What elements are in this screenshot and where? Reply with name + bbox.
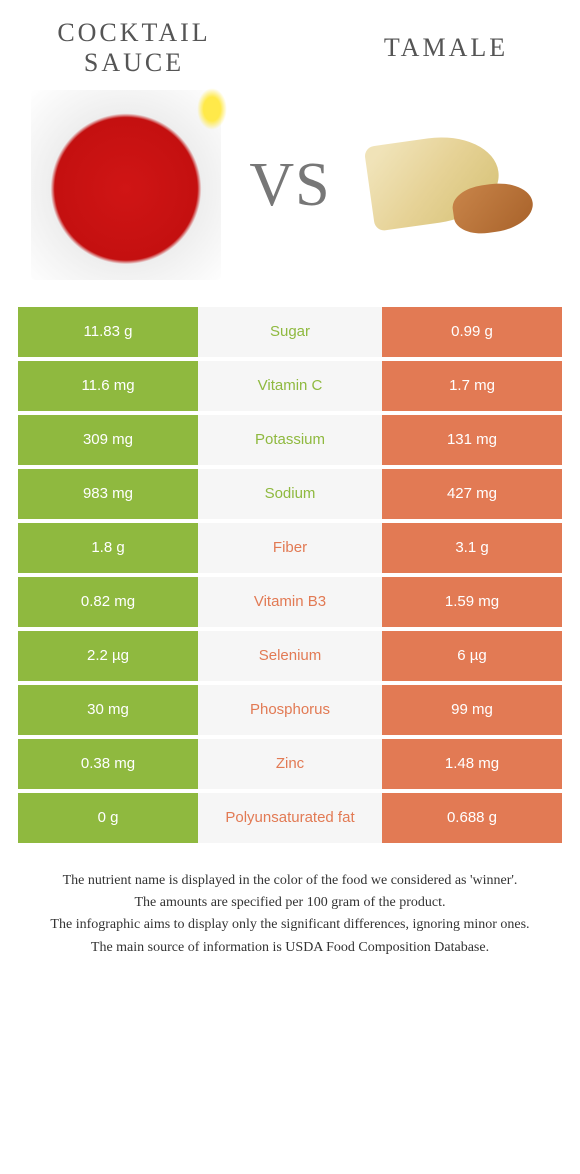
cell-nutrient-label: Polyunsaturated fat xyxy=(198,793,382,843)
cell-left-value: 11.83 g xyxy=(18,307,198,357)
table-row: 11.83 gSugar0.99 g xyxy=(18,307,562,357)
cell-nutrient-label: Sodium xyxy=(198,469,382,519)
table-row: 0 gPolyunsaturated fat0.688 g xyxy=(18,793,562,843)
cell-left-value: 0.38 mg xyxy=(18,739,198,789)
cell-left-value: 0.82 mg xyxy=(18,577,198,627)
cell-left-value: 1.8 g xyxy=(18,523,198,573)
cocktail-sauce-icon xyxy=(31,90,221,280)
cell-nutrient-label: Selenium xyxy=(198,631,382,681)
table-row: 1.8 gFiber3.1 g xyxy=(18,523,562,573)
vs-label: VS xyxy=(249,150,330,221)
cell-right-value: 99 mg xyxy=(382,685,562,735)
title-right: TAMALE xyxy=(330,33,562,63)
cell-right-value: 427 mg xyxy=(382,469,562,519)
table-row: 2.2 µgSelenium6 µg xyxy=(18,631,562,681)
cell-left-value: 983 mg xyxy=(18,469,198,519)
table-row: 11.6 mgVitamin C1.7 mg xyxy=(18,361,562,411)
cell-right-value: 1.59 mg xyxy=(382,577,562,627)
header-titles: COCKTAIL SAUCE TAMALE xyxy=(18,18,562,78)
cell-right-value: 1.7 mg xyxy=(382,361,562,411)
cell-right-value: 1.48 mg xyxy=(382,739,562,789)
footnote-line: The nutrient name is displayed in the co… xyxy=(42,871,538,891)
cell-left-value: 0 g xyxy=(18,793,198,843)
table-row: 309 mgPotassium131 mg xyxy=(18,415,562,465)
footnote-line: The infographic aims to display only the… xyxy=(42,915,538,935)
table-row: 30 mgPhosphorus99 mg xyxy=(18,685,562,735)
food-image-right xyxy=(357,88,552,283)
cell-left-value: 309 mg xyxy=(18,415,198,465)
cell-right-value: 3.1 g xyxy=(382,523,562,573)
table-row: 0.82 mgVitamin B31.59 mg xyxy=(18,577,562,627)
cell-right-value: 6 µg xyxy=(382,631,562,681)
title-left: COCKTAIL SAUCE xyxy=(18,18,250,78)
cell-nutrient-label: Vitamin B3 xyxy=(198,577,382,627)
table-row: 983 mgSodium427 mg xyxy=(18,469,562,519)
cell-nutrient-label: Vitamin C xyxy=(198,361,382,411)
cell-left-value: 11.6 mg xyxy=(18,361,198,411)
tamale-icon xyxy=(369,130,539,240)
infographic-container: COCKTAIL SAUCE TAMALE VS 11.83 gSugar0.9… xyxy=(0,0,580,958)
cell-left-value: 2.2 µg xyxy=(18,631,198,681)
cell-right-value: 0.99 g xyxy=(382,307,562,357)
cell-nutrient-label: Zinc xyxy=(198,739,382,789)
footnote-line: The main source of information is USDA F… xyxy=(42,938,538,958)
cell-right-value: 131 mg xyxy=(382,415,562,465)
table-row: 0.38 mgZinc1.48 mg xyxy=(18,739,562,789)
cell-nutrient-label: Sugar xyxy=(198,307,382,357)
cell-left-value: 30 mg xyxy=(18,685,198,735)
food-image-left xyxy=(28,88,223,283)
cell-nutrient-label: Phosphorus xyxy=(198,685,382,735)
cell-nutrient-label: Potassium xyxy=(198,415,382,465)
footnote-line: The amounts are specified per 100 gram o… xyxy=(42,893,538,913)
footnotes: The nutrient name is displayed in the co… xyxy=(18,871,562,958)
cell-nutrient-label: Fiber xyxy=(198,523,382,573)
images-row: VS xyxy=(18,88,562,283)
nutrient-table: 11.83 gSugar0.99 g11.6 mgVitamin C1.7 mg… xyxy=(18,307,562,843)
cell-right-value: 0.688 g xyxy=(382,793,562,843)
